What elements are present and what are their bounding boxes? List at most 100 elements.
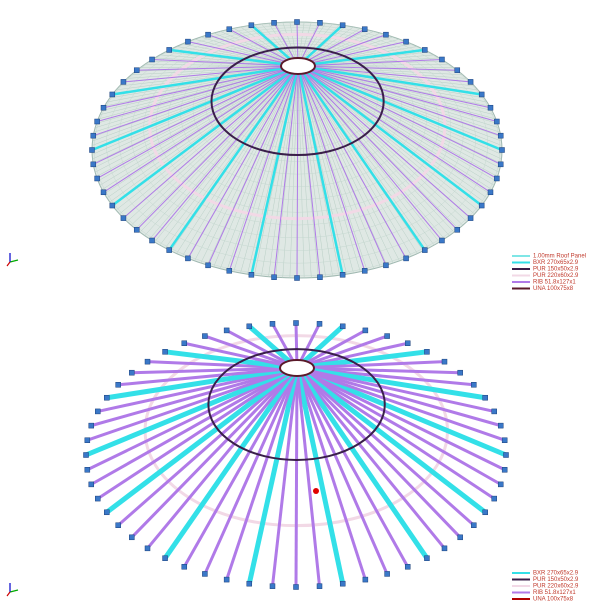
support [223,327,230,334]
support [424,349,430,355]
rib [295,367,367,581]
panel-mesh [297,65,400,261]
rib [297,65,458,71]
rib [187,65,299,259]
rib [117,366,298,527]
rib [294,367,346,585]
support [403,38,409,45]
support [223,576,230,583]
panel-mesh [126,65,299,222]
support [109,202,116,209]
support [499,147,505,153]
panel-mesh [144,64,299,67]
panel-mesh [182,43,299,67]
panel-mesh [297,36,394,67]
rib [207,65,299,266]
rib [123,65,299,83]
rib [297,48,425,68]
support [104,394,110,401]
rib [295,366,462,539]
support [362,327,369,334]
support [339,22,346,28]
axis-x [9,589,19,593]
support [478,91,485,98]
rib [297,65,491,109]
rib [296,366,495,413]
support [120,79,127,85]
support [424,555,430,561]
support [133,227,140,233]
panel-mesh [297,65,468,222]
rib [187,41,299,67]
panel-mesh [99,65,299,186]
rib [93,65,299,137]
support [271,20,277,26]
support [439,56,445,63]
support [294,275,300,281]
rib [97,65,299,122]
support [185,255,191,262]
rib [296,65,344,276]
rib [106,365,298,401]
support [149,56,155,63]
legend-label: RIB 51.8x127x1 [533,590,576,596]
rib [295,367,389,575]
rib [146,367,299,550]
panel-mesh [297,65,463,76]
panel-mesh [95,65,299,129]
support [246,580,253,587]
panel-mesh [297,43,412,67]
rib [297,65,497,122]
support [149,237,155,244]
rib [296,366,461,375]
rib [182,367,299,568]
support [185,38,191,45]
panel-mesh [127,65,299,79]
rib [296,366,506,472]
panel-mesh [219,65,299,269]
support [316,321,323,327]
support [293,584,299,590]
panel-mesh [268,65,299,277]
support [404,564,411,570]
support [248,22,255,28]
panel-mesh [101,65,299,190]
support [339,580,346,587]
rib [296,365,507,458]
support [383,31,389,38]
rib [294,367,299,588]
panel-mesh [297,65,500,173]
support [439,237,445,244]
rib [297,58,442,67]
rib [296,360,445,370]
panel-mesh [93,65,299,169]
rib [85,365,298,458]
rib [297,65,387,266]
rib [297,65,321,278]
panel-mesh [139,65,299,233]
support [95,408,101,415]
panel-mesh [297,65,455,233]
support [487,189,494,196]
axis-z [6,591,11,597]
support [166,47,172,53]
panel-mesh [233,65,299,272]
panel-mesh [297,65,495,186]
support [181,564,188,570]
panel-mesh [159,65,299,246]
support [339,323,346,330]
panel-mesh [297,65,435,246]
panel-mesh [297,65,499,129]
rib [297,64,482,96]
crown-ring [279,359,315,377]
panel-mesh [240,65,299,274]
rib [295,367,322,587]
support [120,215,127,221]
rib [228,65,299,271]
support [501,467,508,473]
support [294,19,300,25]
legend-label: BXR 270x65x2.9 [533,260,579,266]
rib [297,65,501,165]
rib [297,65,471,83]
